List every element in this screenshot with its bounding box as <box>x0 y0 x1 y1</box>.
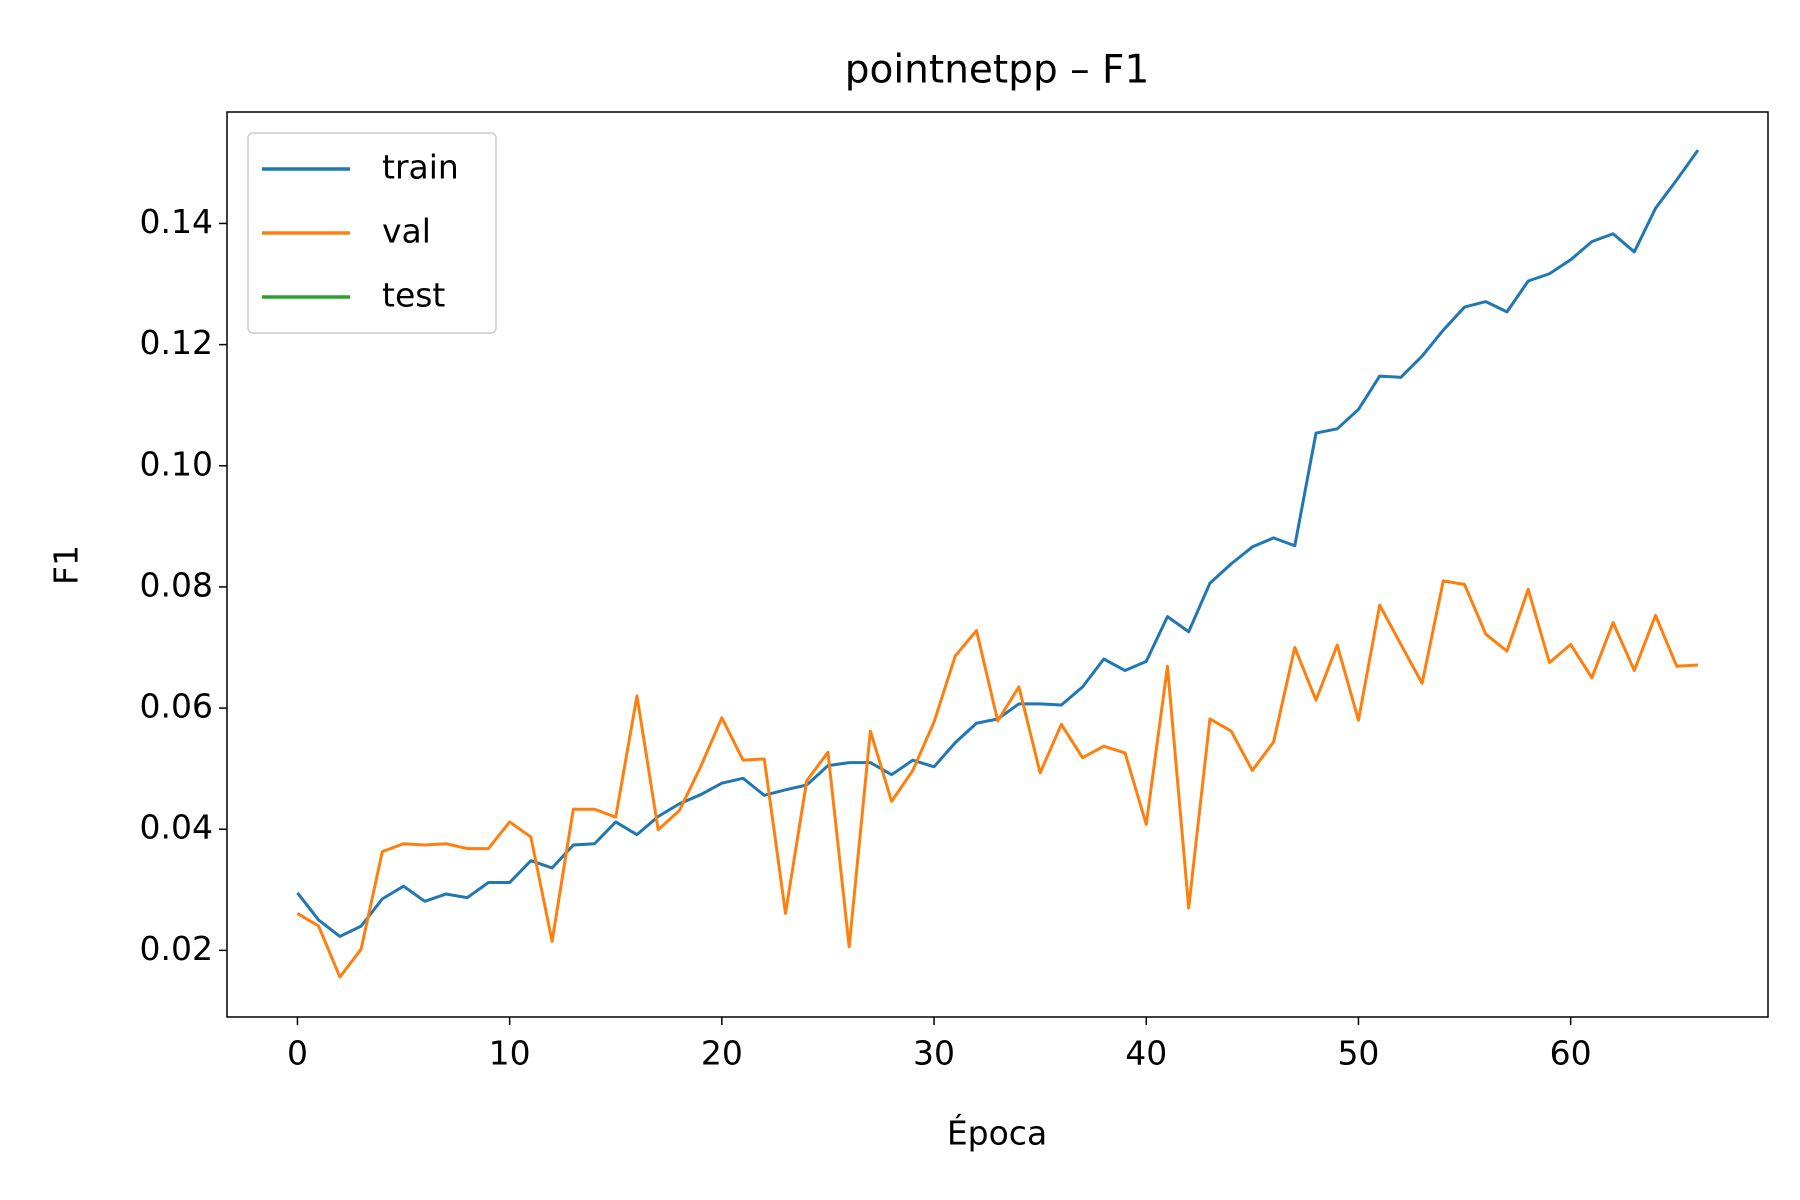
y-tick-label: 0.06 <box>140 687 213 726</box>
x-tick-label: 50 <box>1337 1034 1379 1073</box>
y-tick-label: 0.14 <box>140 202 213 241</box>
y-tick-label: 0.10 <box>140 444 213 483</box>
series-line <box>296 579 1699 979</box>
x-tick-label: 10 <box>489 1034 531 1073</box>
plot-frame <box>226 111 1769 1018</box>
y-tick-label: 0.12 <box>140 323 213 362</box>
legend-label: val <box>382 212 431 251</box>
legend-label: train <box>382 148 459 187</box>
x-tick-label: 30 <box>913 1034 955 1073</box>
x-tick-label: 60 <box>1550 1034 1592 1073</box>
y-tick-label: 0.04 <box>140 808 213 847</box>
x-tick-label: 40 <box>1125 1034 1167 1073</box>
y-axis-label: F1 <box>47 545 86 585</box>
chart-title: pointnetpp – F1 <box>845 48 1150 93</box>
legend-box <box>247 132 497 334</box>
x-tick-label: 20 <box>701 1034 743 1073</box>
y-tick-label: 0.02 <box>140 929 213 968</box>
legend-label: test <box>382 276 445 315</box>
x-tick-label: 0 <box>287 1034 308 1073</box>
x-axis-label: Época <box>947 1113 1047 1153</box>
y-tick-label: 0.08 <box>140 565 213 604</box>
